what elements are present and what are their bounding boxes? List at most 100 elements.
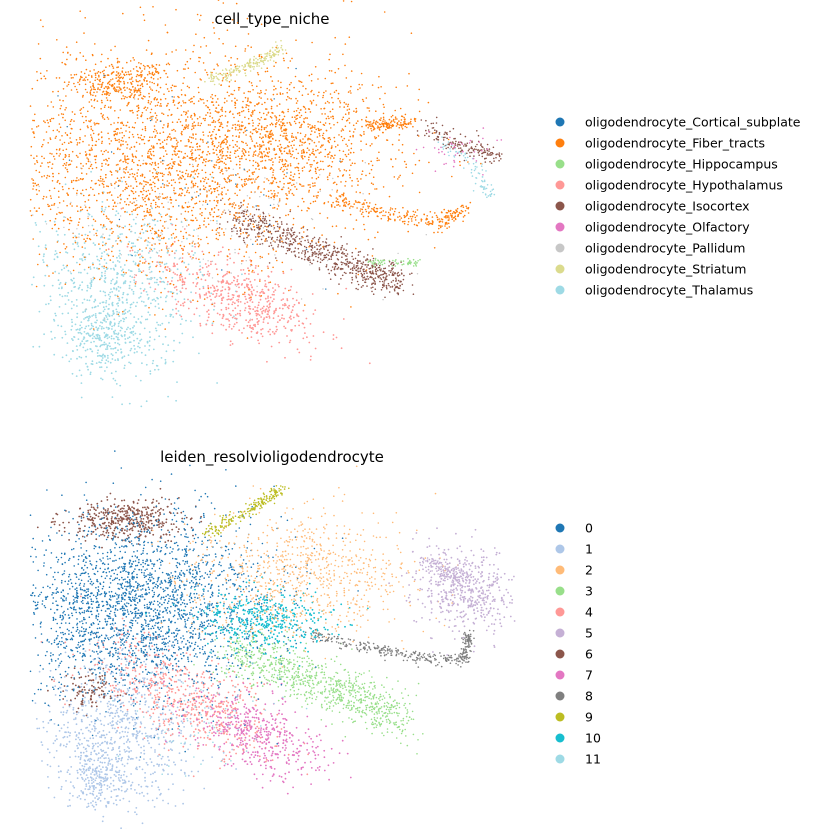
scatter-point [99, 354, 102, 357]
scatter-point [79, 136, 81, 139]
scatter-point [263, 222, 266, 225]
scatter-point [77, 245, 80, 248]
scatter-point [149, 229, 152, 232]
scatter-point [159, 157, 161, 160]
scatter-point [379, 274, 382, 276]
scatter-point [337, 97, 340, 100]
scatter-point [148, 344, 151, 347]
scatter-point [134, 254, 137, 257]
scatter-point [173, 104, 176, 106]
scatter-point [116, 132, 119, 134]
scatter-point [81, 259, 84, 262]
scatter-point [381, 273, 383, 276]
scatter-point [163, 124, 165, 126]
scatter-point [131, 133, 134, 136]
scatter-point [92, 314, 95, 316]
scatter-point [94, 220, 97, 222]
scatter-point [283, 173, 286, 176]
scatter-point [92, 94, 94, 97]
scatter-point [180, 315, 183, 318]
scatter-point [115, 370, 117, 373]
scatter-point [274, 309, 277, 312]
scatter-point [281, 314, 284, 316]
scatter-point [368, 163, 370, 165]
scatter-point [130, 190, 133, 192]
scatter-point [192, 299, 194, 302]
scatter-point [108, 234, 111, 237]
scatter-point [99, 278, 101, 281]
scatter-point [227, 318, 229, 321]
scatter-point [205, 226, 207, 228]
scatter-point [175, 285, 178, 288]
scatter-point [192, 133, 194, 135]
scatter-point [90, 119, 92, 121]
scatter-point [143, 288, 146, 290]
scatter-point [47, 203, 49, 206]
scatter-point [215, 107, 217, 109]
scatter-point [122, 140, 124, 142]
scatter-point [144, 126, 147, 128]
scatter-point [186, 237, 188, 240]
scatter-point [207, 264, 210, 267]
scatter-point [135, 375, 137, 377]
scatter-point [155, 172, 158, 174]
scatter-point [136, 337, 139, 340]
scatter-point [66, 264, 68, 267]
scatter-point [243, 286, 246, 289]
scatter-point [314, 200, 317, 202]
scatter-point [264, 154, 267, 156]
scatter-point [156, 365, 159, 367]
scatter-point [320, 252, 322, 254]
scatter-point [163, 173, 165, 176]
scatter-point [306, 229, 309, 231]
scatter-point [446, 137, 448, 139]
scatter-point [303, 245, 306, 248]
scatter-point [192, 127, 195, 129]
scatter-point [340, 261, 343, 264]
scatter-point [227, 176, 229, 179]
scatter-point [86, 209, 89, 212]
scatter-point [175, 399, 178, 402]
scatter-point [127, 243, 130, 245]
scatter-point [244, 272, 246, 275]
scatter-point [119, 257, 121, 259]
scatter-point [90, 170, 92, 173]
scatter-point [256, 227, 259, 229]
scatter-point [167, 395, 170, 398]
scatter-point [357, 184, 359, 186]
scatter-point [267, 281, 270, 284]
scatter-point [180, 230, 182, 233]
scatter-point [227, 178, 229, 180]
scatter-point [77, 338, 80, 340]
scatter-point [216, 285, 218, 288]
scatter-point [90, 125, 92, 128]
scatter-point [64, 247, 67, 250]
scatter-point [264, 218, 266, 221]
scatter-point [155, 114, 158, 117]
scatter-point [72, 339, 74, 342]
scatter-point [258, 122, 261, 125]
scatter-point [273, 311, 276, 314]
scatter-point [248, 80, 251, 83]
scatter-point [228, 288, 230, 291]
scatter-point [34, 113, 36, 116]
scatter-point [97, 305, 99, 307]
scatter-point [132, 290, 135, 293]
scatter-point [149, 111, 152, 114]
scatter-point [257, 304, 260, 307]
scatter-point [236, 184, 238, 187]
scatter-point [144, 318, 147, 321]
scatter-point [205, 199, 207, 202]
scatter-point [81, 208, 84, 211]
scatter-point [101, 265, 104, 268]
scatter-point [312, 182, 314, 185]
scatter-point [110, 282, 112, 285]
scatter-point [306, 151, 308, 154]
scatter-point [182, 175, 185, 178]
scatter-point [351, 262, 353, 265]
scatter-point [58, 182, 61, 185]
scatter-point [393, 284, 396, 286]
scatter-point [226, 298, 229, 301]
scatter-point [275, 257, 277, 259]
scatter-point [244, 291, 246, 294]
